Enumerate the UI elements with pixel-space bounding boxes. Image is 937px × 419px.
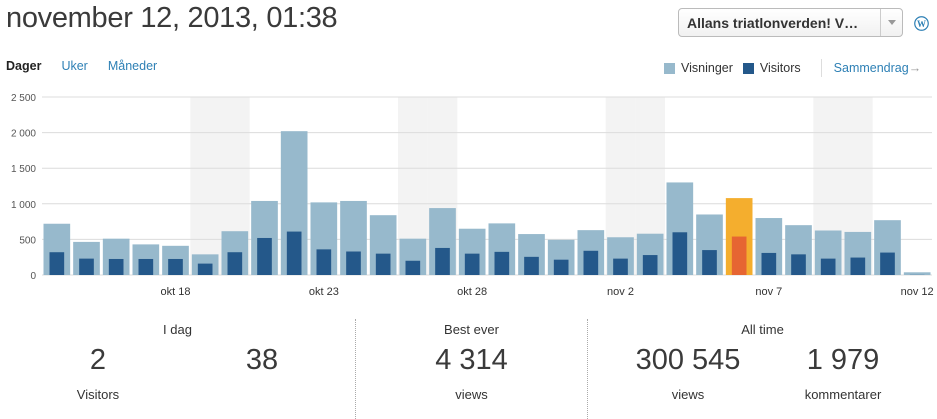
views-bar-chart: 0 500 1 000 1 500 2 000 2 500 okt 18 okt 23 okt …	[0, 88, 937, 303]
views-swatch-icon	[664, 62, 675, 74]
stat-label: kommentarer	[804, 387, 882, 402]
legend-visitors: Visitors	[742, 61, 801, 75]
legend-divider	[820, 59, 822, 77]
tab-weeks[interactable]: Uker	[61, 59, 88, 73]
y-axis-label: 0	[30, 271, 36, 282]
visitors-bar[interactable]	[731, 236, 747, 275]
visitors-bar[interactable]	[524, 256, 539, 275]
visitors-bar[interactable]	[850, 257, 866, 275]
stats-divider	[355, 319, 356, 419]
visitors-bar[interactable]	[346, 251, 361, 275]
visitors-bar[interactable]	[197, 263, 213, 275]
visitors-bar[interactable]	[761, 252, 777, 275]
visitors-bar[interactable]	[257, 237, 272, 275]
stat-today-views: 38	[212, 344, 312, 387]
stats-divider	[587, 319, 588, 419]
stat-label: views	[455, 387, 488, 402]
visitors-bar[interactable]	[464, 253, 480, 275]
chevron-down-icon[interactable]	[880, 9, 902, 36]
stats-best-ever: Best ever 4 314 views	[356, 318, 587, 419]
visitors-bar[interactable]	[168, 258, 183, 275]
y-axis-label: 2 000	[11, 129, 36, 140]
visitors-bar[interactable]	[49, 252, 65, 275]
chart-canvas: 0 500 1 000 1 500 2 000 2 500 okt 18 okt 23 okt …	[11, 93, 934, 298]
visitors-bar[interactable]	[613, 258, 628, 275]
summary-link[interactable]: Sammendrag→	[834, 61, 922, 75]
y-axis-label: 2 500	[11, 93, 36, 104]
visitors-bar[interactable]	[79, 258, 94, 275]
legend-views: Visninger	[664, 61, 733, 75]
visitors-swatch-icon	[742, 62, 754, 74]
visitors-bar[interactable]	[642, 255, 658, 275]
site-selector-value: Allans triatlonverden! V…	[687, 14, 859, 31]
tab-days[interactable]: Dager	[6, 59, 42, 73]
visitors-bar[interactable]	[583, 250, 599, 275]
y-axis-label: 1 000	[11, 200, 36, 211]
visitors-bar[interactable]	[286, 231, 302, 275]
x-axis-label: okt 23	[309, 286, 339, 298]
stat-value: 1 979	[806, 344, 880, 376]
site-selector-dropdown[interactable]: Allans triatlonverden! V…	[678, 8, 903, 37]
visitors-bar[interactable]	[820, 258, 836, 275]
views-bar[interactable]	[903, 272, 931, 275]
stat-value: 4 314	[435, 344, 508, 376]
visitors-bar[interactable]	[494, 251, 510, 275]
stats-all-time-title: All time	[741, 322, 784, 337]
visitors-bar[interactable]	[375, 253, 391, 275]
wordpress-icon[interactable]: W	[914, 16, 929, 31]
visitors-bar[interactable]	[791, 254, 806, 275]
visitors-bar[interactable]	[316, 249, 332, 275]
legend-views-label: Visninger	[681, 61, 733, 75]
visitors-bar[interactable]	[553, 259, 569, 275]
visitors-bar[interactable]	[672, 232, 688, 275]
visitors-bar[interactable]	[702, 250, 717, 275]
x-axis-label: okt 28	[457, 286, 487, 298]
stat-all-time-views: 300 545 views	[613, 344, 763, 402]
svg-text:W: W	[917, 19, 926, 29]
x-axis-label: nov 2	[607, 286, 634, 298]
y-axis-label: 500	[19, 235, 36, 246]
x-axis-label: okt 18	[161, 286, 191, 298]
tab-months[interactable]: Måneder	[107, 59, 158, 73]
stat-value: 300 545	[635, 344, 741, 376]
visitors-bar[interactable]	[405, 260, 421, 275]
visitors-bar[interactable]	[880, 252, 895, 275]
visitors-bar[interactable]	[138, 258, 154, 275]
chart-legend: Visninger Visitors Sammendrag→	[664, 59, 921, 77]
x-axis-label: nov 12	[901, 286, 934, 298]
stats-today-title: I dag	[163, 322, 192, 337]
stat-label: Visitors	[76, 387, 120, 402]
stats-all-time: All time 300 545 views 1 979 kommentarer	[588, 318, 937, 419]
stat-all-time-comments: 1 979 kommentarer	[768, 344, 918, 402]
period-tabs: Dager Uker Måneder	[6, 59, 177, 73]
stat-label: views	[671, 387, 705, 402]
summary-link-label: Sammendrag	[833, 61, 909, 75]
visitors-bar[interactable]	[435, 247, 450, 275]
legend-visitors-label: Visitors	[759, 61, 801, 75]
stat-best-ever-views: 4 314 views	[356, 344, 587, 402]
stats-today: I dag 2 Visitors 38	[0, 318, 355, 419]
stats-summary: I dag 2 Visitors 38 Best ever 4 314 view…	[0, 318, 937, 419]
weekend-band	[190, 97, 220, 275]
x-axis-label: nov 7	[755, 286, 782, 298]
visitors-bar[interactable]	[227, 252, 243, 275]
stat-today-visitors: 2 Visitors	[48, 344, 148, 402]
page-title: november 12, 2013, 01:38	[6, 2, 338, 34]
arrow-right-icon: →	[908, 61, 922, 75]
visitors-bar[interactable]	[108, 258, 124, 275]
stat-value: 2	[89, 344, 107, 376]
y-axis-label: 1 500	[11, 164, 36, 175]
stats-best-ever-title: Best ever	[444, 322, 499, 337]
stat-value: 38	[245, 344, 279, 376]
